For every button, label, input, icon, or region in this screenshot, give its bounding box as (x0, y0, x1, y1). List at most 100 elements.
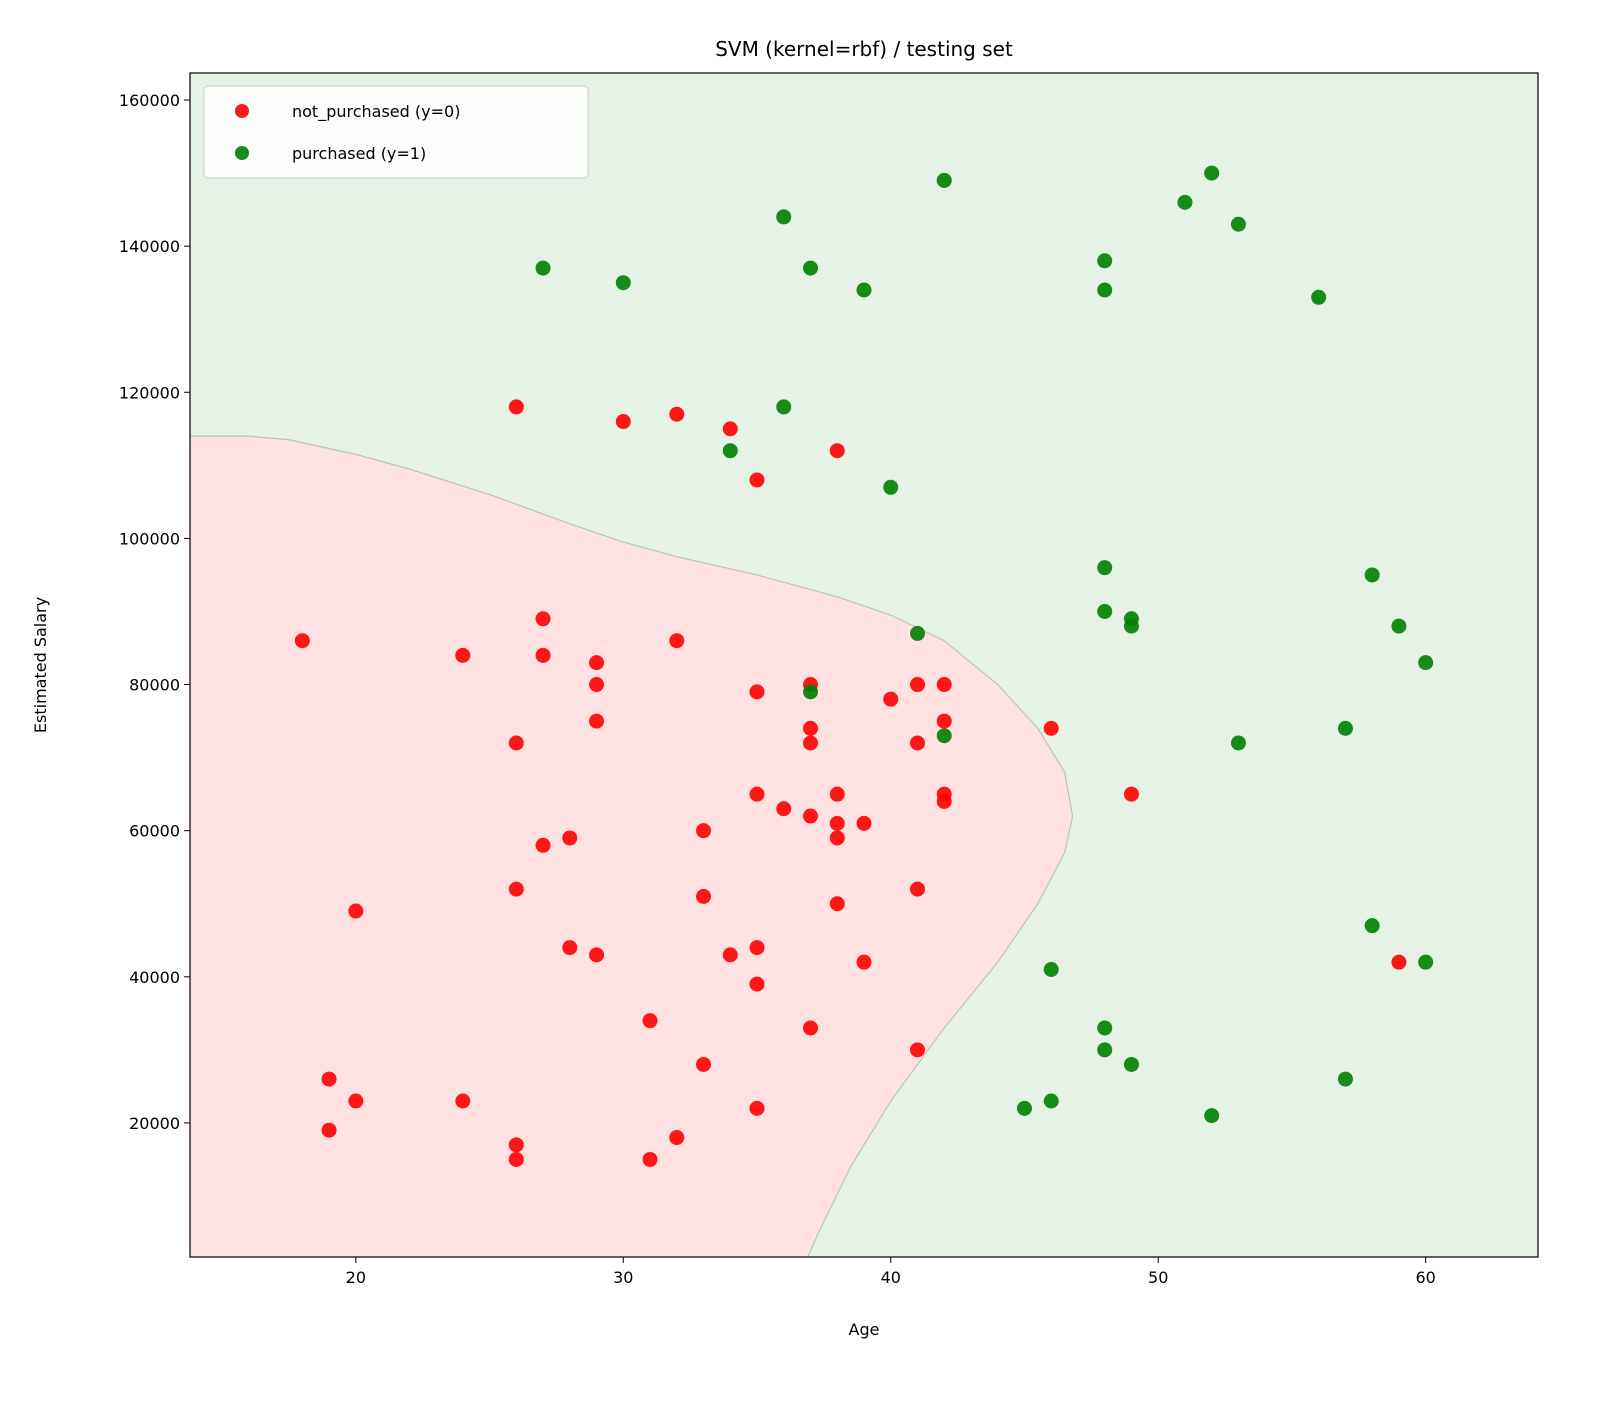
point-not-purchased (294, 633, 310, 649)
point-purchased (1364, 567, 1380, 583)
point-not-purchased (722, 421, 738, 437)
point-not-purchased (508, 881, 524, 897)
point-not-purchased (909, 735, 925, 751)
point-purchased (1097, 1042, 1113, 1058)
x-axis-label: Age (849, 1320, 880, 1339)
point-purchased (1043, 1093, 1059, 1109)
point-not-purchased (936, 713, 952, 729)
point-not-purchased (829, 896, 845, 912)
point-purchased (909, 625, 925, 641)
y-tick-label: 60000 (129, 822, 180, 841)
point-not-purchased (642, 1013, 658, 1029)
point-not-purchased (455, 647, 471, 663)
x-tick-label: 20 (346, 1268, 366, 1287)
x-tick-label: 40 (881, 1268, 901, 1287)
point-not-purchased (348, 903, 364, 919)
point-purchased (1230, 735, 1246, 751)
x-tick-label: 30 (613, 1268, 633, 1287)
point-purchased (803, 260, 819, 276)
point-not-purchased (669, 406, 685, 422)
point-purchased (803, 684, 819, 700)
point-purchased (1204, 1108, 1220, 1124)
y-tick-label: 40000 (129, 968, 180, 987)
point-purchased (535, 260, 551, 276)
point-purchased (856, 282, 872, 298)
point-not-purchased (909, 881, 925, 897)
point-not-purchased (1391, 954, 1407, 970)
point-not-purchased (642, 1151, 658, 1167)
point-not-purchased (321, 1071, 337, 1087)
point-not-purchased (909, 1042, 925, 1058)
point-not-purchased (669, 1130, 685, 1146)
y-tick-label: 80000 (129, 676, 180, 695)
point-not-purchased (508, 1151, 524, 1167)
point-not-purchased (749, 940, 765, 956)
legend-box (203, 85, 589, 179)
point-not-purchased (829, 815, 845, 831)
point-not-purchased (1123, 786, 1139, 802)
point-purchased (1097, 1020, 1113, 1036)
point-not-purchased (749, 472, 765, 488)
point-purchased (722, 443, 738, 459)
point-not-purchased (348, 1093, 364, 1109)
y-tick-label: 160000 (119, 91, 180, 110)
point-purchased (1337, 720, 1353, 736)
point-not-purchased (696, 888, 712, 904)
point-not-purchased (589, 713, 605, 729)
point-not-purchased (776, 801, 792, 817)
point-purchased (1016, 1100, 1032, 1116)
point-not-purchased (508, 735, 524, 751)
point-not-purchased (803, 720, 819, 736)
decision-boundary (190, 435, 1074, 1258)
point-not-purchased (321, 1122, 337, 1138)
point-not-purchased (589, 947, 605, 963)
point-not-purchased (535, 647, 551, 663)
legend: not_purchased (y=0) purchased (y=1) (203, 85, 589, 179)
point-not-purchased (829, 443, 845, 459)
legend-marker-purchased (235, 146, 249, 160)
point-not-purchased (722, 947, 738, 963)
point-purchased (1097, 282, 1113, 298)
point-purchased (1230, 216, 1246, 232)
point-purchased (1204, 165, 1220, 181)
point-not-purchased (455, 1093, 471, 1109)
y-axis-label: Estimated Salary (31, 597, 50, 733)
point-purchased (936, 728, 952, 744)
point-not-purchased (696, 823, 712, 839)
legend-label-purchased: purchased (y=1) (292, 144, 426, 163)
point-not-purchased (936, 677, 952, 693)
point-not-purchased (508, 1137, 524, 1153)
point-not-purchased (508, 399, 524, 415)
point-not-purchased (883, 691, 899, 707)
point-purchased (1097, 603, 1113, 619)
point-not-purchased (535, 837, 551, 853)
y-tick-label: 100000 (119, 529, 180, 548)
point-not-purchased (803, 1020, 819, 1036)
point-not-purchased (535, 611, 551, 627)
point-purchased (615, 275, 631, 291)
plot-area (189, 72, 1539, 1258)
point-not-purchased (589, 677, 605, 693)
point-not-purchased (749, 684, 765, 700)
point-purchased (936, 172, 952, 188)
legend-marker-not-purchased (235, 104, 249, 118)
y-tick-label: 20000 (129, 1114, 180, 1133)
point-not-purchased (615, 414, 631, 430)
point-purchased (1123, 1056, 1139, 1072)
point-purchased (1337, 1071, 1353, 1087)
point-not-purchased (749, 1100, 765, 1116)
y-tick-label: 120000 (119, 383, 180, 402)
x-tick-label: 60 (1415, 1268, 1435, 1287)
y-tick-label: 140000 (119, 237, 180, 256)
point-purchased (1097, 560, 1113, 576)
point-not-purchased (669, 633, 685, 649)
point-not-purchased (829, 786, 845, 802)
point-purchased (1311, 289, 1327, 305)
point-not-purchased (856, 815, 872, 831)
x-axis: 20 30 40 50 60 (346, 1257, 1436, 1287)
chart-title: SVM (kernel=rbf) / testing set (715, 37, 1013, 61)
point-not-purchased (936, 793, 952, 809)
y-axis: 20000 40000 60000 80000 100000 120000 140000 16… (119, 91, 190, 1133)
region-not-purchased (190, 436, 1073, 1257)
